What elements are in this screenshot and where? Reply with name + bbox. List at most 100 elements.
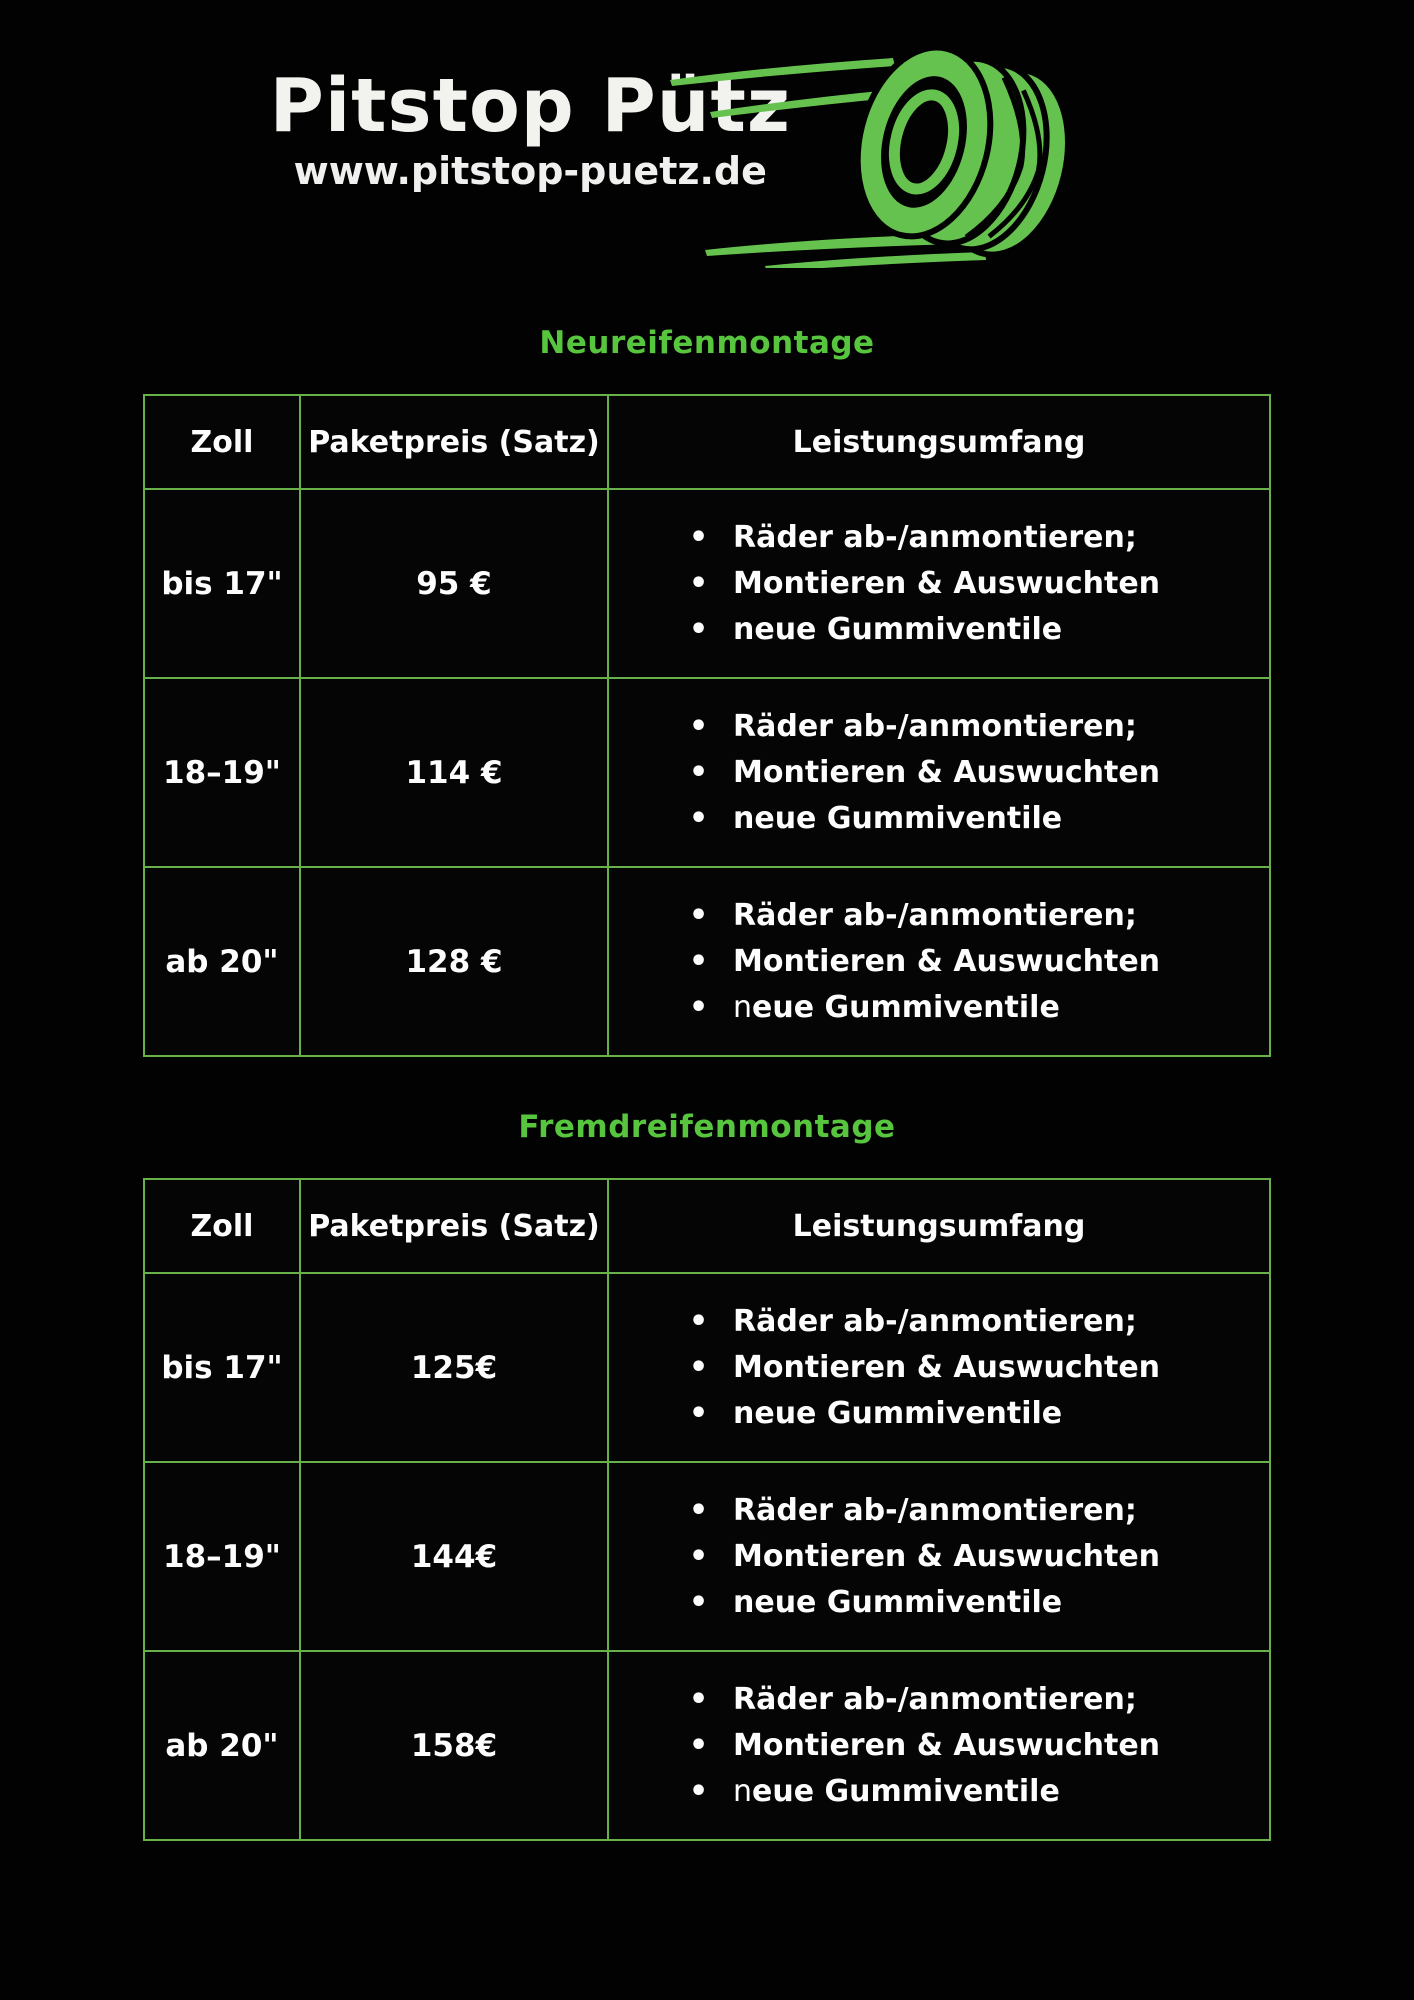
bullet-icon: •	[689, 1773, 709, 1809]
leistung-text: Montieren & Auswuchten	[733, 754, 1161, 790]
cell-paketpreis: 125€	[299, 1272, 609, 1463]
leistungen-list: • Räder ab-/anmontieren; • Montieren & Ausw…	[689, 704, 1268, 842]
bullet-icon: •	[689, 565, 709, 601]
leistungen-list: • Räder ab-/anmontieren; • Montieren & Ausw…	[689, 1488, 1268, 1626]
bullet-icon: •	[689, 1395, 709, 1431]
leistung-item: • Montieren & Auswuchten	[689, 1723, 1268, 1769]
leistung-item: • Montieren & Auswuchten	[689, 750, 1268, 796]
leistung-text: Räder ab-/anmontieren;	[733, 519, 1137, 555]
leistung-text: neue Gummiventile	[733, 1584, 1063, 1620]
leistung-item: • neue Gummiventile	[689, 796, 1268, 842]
leistung-text: Montieren & Auswuchten	[733, 1538, 1161, 1574]
bullet-icon: •	[689, 1492, 709, 1528]
leistungen-list: • Räder ab-/anmontieren; • Montieren & Ausw…	[689, 893, 1268, 1031]
cell-leistungsumfang: • Räder ab-/anmontieren; • Montieren & Ausw…	[607, 866, 1271, 1057]
brand-website: www.pitstop-puetz.de	[293, 148, 767, 193]
table-row: 18–19" 114 € • Räder ab-/anmontieren; • Monti…	[143, 677, 1271, 868]
leistung-text: Räder ab-/anmontieren;	[733, 1681, 1137, 1717]
leistung-item: • Räder ab-/anmontieren;	[689, 1677, 1268, 1723]
leistung-item: • Räder ab-/anmontieren;	[689, 515, 1268, 561]
leistung-text: Montieren & Auswuchten	[733, 1349, 1161, 1385]
leistung-item: • Räder ab-/anmontieren;	[689, 704, 1268, 750]
leistung-text: Montieren & Auswuchten	[733, 943, 1161, 979]
tire-icon	[670, 44, 1071, 268]
table-row: bis 17" 95 € • Räder ab-/anmontieren; • Monti…	[143, 488, 1271, 679]
bullet-icon: •	[689, 989, 709, 1025]
leistung-text: Räder ab-/anmontieren;	[733, 1492, 1137, 1528]
header: Pitstop Pütz www.pitstop-puetz.de	[0, 0, 1414, 273]
table-row: ab 20" 128 € • Räder ab-/anmontieren; • Monti…	[143, 866, 1271, 1057]
leistung-item: • neue Gummiventile	[689, 607, 1268, 653]
leistung-text: Räder ab-/anmontieren;	[733, 897, 1137, 933]
leistung-text: Montieren & Auswuchten	[733, 565, 1161, 601]
bullet-icon: •	[689, 1584, 709, 1620]
column-header-leistungsumfang: Leistungsumfang	[607, 394, 1271, 490]
cell-zoll: bis 17"	[143, 488, 301, 679]
leistung-text: Montieren & Auswuchten	[733, 1727, 1161, 1763]
bullet-icon: •	[689, 1681, 709, 1717]
cell-paketpreis: 144€	[299, 1461, 609, 1652]
cell-zoll: ab 20"	[143, 1650, 301, 1841]
leistung-item: • neue Gummiventile	[689, 1580, 1268, 1626]
cell-paketpreis: 114 €	[299, 677, 609, 868]
column-header-paketpreis: Paketpreis (Satz)	[299, 1178, 609, 1274]
bullet-icon: •	[689, 1538, 709, 1574]
leistung-item: • Räder ab-/anmontieren;	[689, 893, 1268, 939]
table-header-row: Zoll Paketpreis (Satz) Leistungsumfang	[143, 394, 1271, 490]
leistung-item: • neue Gummiventile	[689, 985, 1268, 1031]
table-row: 18–19" 144€ • Räder ab-/anmontieren; • Montie…	[143, 1461, 1271, 1652]
leistung-item: • Montieren & Auswuchten	[689, 939, 1268, 985]
leistungen-list: • Räder ab-/anmontieren; • Montieren & Ausw…	[689, 1299, 1268, 1437]
cell-zoll: 18–19"	[143, 677, 301, 868]
column-header-paketpreis: Paketpreis (Satz)	[299, 394, 609, 490]
column-header-leistungsumfang: Leistungsumfang	[607, 1178, 1271, 1274]
leistung-item: • Montieren & Auswuchten	[689, 1534, 1268, 1580]
leistung-item: • Montieren & Auswuchten	[689, 1345, 1268, 1391]
leistung-item: • neue Gummiventile	[689, 1769, 1268, 1815]
leistung-text: Räder ab-/anmontieren;	[733, 1303, 1137, 1339]
section-heading-fremdreifenmontage: Fremdreifenmontage	[518, 1109, 896, 1145]
bullet-icon: •	[689, 519, 709, 555]
bullet-icon: •	[689, 754, 709, 790]
leistungen-list: • Räder ab-/anmontieren; • Montieren & Ausw…	[689, 1677, 1268, 1815]
section-heading-neureifenmontage: Neureifenmontage	[539, 325, 875, 361]
cell-zoll: ab 20"	[143, 866, 301, 1057]
leistung-item: • Räder ab-/anmontieren;	[689, 1299, 1268, 1345]
bullet-icon: •	[689, 1349, 709, 1385]
cell-leistungsumfang: • Räder ab-/anmontieren; • Montieren & Ausw…	[607, 1650, 1271, 1841]
leistung-item: • Montieren & Auswuchten	[689, 561, 1268, 607]
table-row: ab 20" 158€ • Räder ab-/anmontieren; • Montie…	[143, 1650, 1271, 1841]
leistung-text: neue Gummiventile	[733, 1395, 1063, 1431]
cell-paketpreis: 158€	[299, 1650, 609, 1841]
bullet-icon: •	[689, 800, 709, 836]
bullet-icon: •	[689, 897, 709, 933]
cell-leistungsumfang: • Räder ab-/anmontieren; • Montieren & Ausw…	[607, 677, 1271, 868]
leistung-text: neue Gummiventile	[733, 611, 1063, 647]
table-fremdreifenmontage: Zoll Paketpreis (Satz) Leistungsumfang b…	[143, 1178, 1271, 1841]
column-header-zoll: Zoll	[143, 394, 301, 490]
cell-leistungsumfang: • Räder ab-/anmontieren; • Montieren & Ausw…	[607, 488, 1271, 679]
bullet-icon: •	[689, 708, 709, 744]
leistung-text: neue Gummiventile	[733, 800, 1063, 836]
leistung-item: • Räder ab-/anmontieren;	[689, 1488, 1268, 1534]
leistung-text: neue Gummiventile	[733, 1773, 1060, 1809]
table-row: bis 17" 125€ • Räder ab-/anmontieren; • Monti…	[143, 1272, 1271, 1463]
leistung-item: • neue Gummiventile	[689, 1391, 1268, 1437]
cell-paketpreis: 95 €	[299, 488, 609, 679]
cell-leistungsumfang: • Räder ab-/anmontieren; • Montieren & Ausw…	[607, 1461, 1271, 1652]
cell-leistungsumfang: • Räder ab-/anmontieren; • Montieren & Ausw…	[607, 1272, 1271, 1463]
leistung-text: Räder ab-/anmontieren;	[733, 708, 1137, 744]
bullet-icon: •	[689, 611, 709, 647]
bullet-icon: •	[689, 1727, 709, 1763]
cell-zoll: bis 17"	[143, 1272, 301, 1463]
cell-paketpreis: 128 €	[299, 866, 609, 1057]
table-header-row: Zoll Paketpreis (Satz) Leistungsumfang	[143, 1178, 1271, 1274]
bullet-icon: •	[689, 943, 709, 979]
leistung-text: neue Gummiventile	[733, 989, 1060, 1025]
leistungen-list: • Räder ab-/anmontieren; • Montieren & Ausw…	[689, 515, 1268, 653]
table-neureifenmontage: Zoll Paketpreis (Satz) Leistungsumfang b…	[143, 394, 1271, 1057]
column-header-zoll: Zoll	[143, 1178, 301, 1274]
bullet-icon: •	[689, 1303, 709, 1339]
cell-zoll: 18–19"	[143, 1461, 301, 1652]
